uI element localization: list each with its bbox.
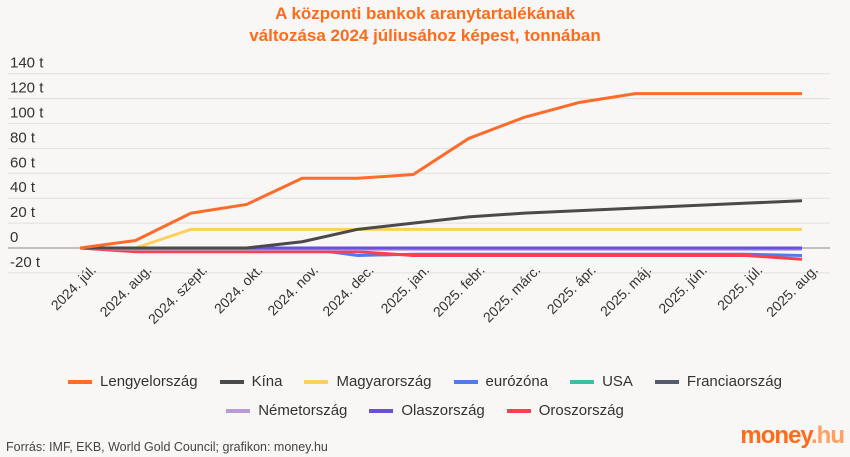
y-tick-label: 60 t <box>10 154 36 171</box>
y-tick-label: 80 t <box>10 129 36 146</box>
series-line-Oroszország <box>79 246 803 261</box>
legend-item[interactable]: USA <box>570 373 633 390</box>
plot-area: -20 t 0 20 t 40 t 60 t 80 t 100 t 120 t 140 t 202… <box>8 55 830 327</box>
legend-label: eurózóna <box>485 373 549 390</box>
y-tick-label: 40 t <box>10 179 36 196</box>
x-tick-label: 2025. ápr. <box>544 262 599 317</box>
y-tick-label: 0 <box>10 229 18 246</box>
x-tick-label: 2024. júl. <box>48 262 99 313</box>
x-tick-label: 2025. febr. <box>430 262 488 320</box>
legend-swatch <box>654 379 679 384</box>
legend-item[interactable]: Oroszország <box>506 402 624 419</box>
x-tick-label: 2025. júl. <box>714 262 765 313</box>
chart-title: A központi bankok aranytartalékának vált… <box>0 3 850 47</box>
legend-item[interactable]: Lengyelország <box>68 373 198 390</box>
x-tick-label: 2025. márc. <box>480 262 544 326</box>
legend-item[interactable]: Olaszország <box>369 402 485 419</box>
legend-swatch <box>506 408 531 413</box>
x-tick-label: 2025. aug. <box>763 262 821 320</box>
x-tick-label: 2024. nov. <box>264 262 321 319</box>
legend-swatch <box>219 379 244 384</box>
legend-row-2: Németország Olaszország Oroszország <box>0 402 850 419</box>
y-tick-label: 20 t <box>10 204 36 221</box>
x-tick-label: 2024. szept. <box>145 262 210 327</box>
series-line-Lengyelország <box>79 92 802 250</box>
y-tick-label: -20 t <box>10 254 41 271</box>
y-tick-label: 140 t <box>10 55 44 72</box>
x-tick-label: 2025. jún. <box>655 262 710 317</box>
money-hu-logo: money.hu <box>740 422 845 449</box>
x-tick-label: 2025. jan. <box>377 262 432 317</box>
legend-item[interactable]: Franciaország <box>654 373 782 390</box>
series-line-Kína <box>80 199 803 250</box>
legend-swatch <box>453 379 478 384</box>
legend-label: Lengyelország <box>100 373 198 390</box>
legend-label: Oroszország <box>538 402 624 419</box>
legend-label: USA <box>602 373 633 390</box>
x-tick-label: 2024. aug. <box>96 262 154 320</box>
series-line-Magyarország <box>80 227 802 250</box>
title-line-2: változása 2024 júliusához képest, tonnáb… <box>249 26 601 45</box>
title-line-1: A központi bankok aranytartalékának <box>275 4 575 23</box>
legend-item[interactable]: Magyarország <box>304 373 432 390</box>
legend-label: Franciaország <box>686 373 782 390</box>
legend-item[interactable]: eurózóna <box>453 373 549 390</box>
legend-swatch <box>369 408 394 413</box>
legend-swatch <box>304 379 329 384</box>
x-tick-label: 2024. okt. <box>211 262 266 317</box>
legend-item[interactable]: Németország <box>226 402 347 419</box>
legend-swatch <box>570 379 595 384</box>
legend-swatch <box>226 408 251 413</box>
legend-label: Kína <box>251 373 283 390</box>
legend-label: Olaszország <box>401 402 485 419</box>
y-tick-label: 120 t <box>10 80 44 97</box>
legend-item[interactable]: Kína <box>219 373 283 390</box>
x-tick-label: 2024. dec. <box>319 262 377 320</box>
legend-label: Magyarország <box>336 373 432 390</box>
y-tick-label: 100 t <box>10 105 44 122</box>
legend-label: Németország <box>258 402 348 419</box>
legend-row-1: Lengyelország Kína Magyarország eurózóna USA… <box>0 373 850 390</box>
source-note: Forrás: IMF, EKB, World Gold Council; gr… <box>6 440 328 454</box>
legend-swatch <box>68 379 93 384</box>
x-tick-label: 2025. máj. <box>597 262 655 320</box>
